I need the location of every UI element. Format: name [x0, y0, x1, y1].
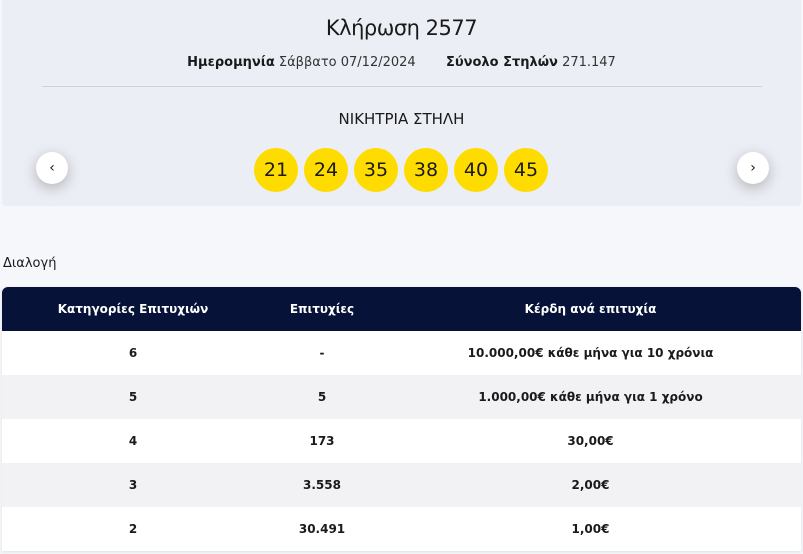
number-ball: 40 — [454, 148, 498, 192]
number-ball: 35 — [354, 148, 398, 192]
table-row: 2 30.491 1,00€ — [2, 507, 801, 551]
winners-cell: 30.491 — [298, 522, 346, 536]
winning-label: ΝΙΚΗΤΡΙΑ ΣΤΗΛΗ — [338, 110, 465, 128]
prize-cell: 1.000,00€ κάθε μήνα για 1 χρόνο — [478, 390, 703, 404]
winners-cell: 173 — [309, 434, 335, 448]
total-value: 271.147 — [562, 55, 616, 70]
table-row: 5 5 1.000,00€ κάθε μήνα για 1 χρόνο — [2, 375, 801, 419]
prize-table: Κατηγορίες Επιτυχιών Επιτυχίες Κέρδη ανά… — [2, 287, 801, 551]
next-draw-button[interactable]: › — [737, 152, 769, 184]
winners-cell: 3.558 — [303, 478, 341, 492]
winners-cell: - — [319, 346, 325, 360]
header-prize: Κέρδη ανά επιτυχία — [380, 287, 801, 331]
chevron-right-icon: › — [750, 160, 756, 176]
table-row: 6 - 10.000,00€ κάθε μήνα για 10 χρόνια — [2, 331, 801, 375]
number-ball: 45 — [504, 148, 548, 192]
draw-card: Κλήρωση 2577 Ημερομηνία Σάββατο 07/12/20… — [2, 0, 801, 206]
header-categories: Κατηγορίες Επιτυχιών — [2, 287, 264, 331]
category-cell: 6 — [128, 346, 138, 360]
header-winners: Επιτυχίες — [264, 287, 380, 331]
draw-title: Κλήρωση 2577 — [325, 16, 478, 40]
number-ball: 38 — [404, 148, 448, 192]
chevron-left-icon: ‹ — [49, 160, 55, 176]
table-row: 4 173 30,00€ — [2, 419, 801, 463]
prize-cell: 30,00€ — [567, 434, 614, 448]
prize-cell: 2,00€ — [571, 478, 610, 492]
category-cell: 5 — [128, 390, 138, 404]
winners-cell: 5 — [317, 390, 327, 404]
divider — [42, 86, 762, 87]
winning-numbers: 21 24 35 38 40 45 — [254, 148, 548, 192]
draw-meta: Ημερομηνία Σάββατο 07/12/2024 Σύνολο Στη… — [2, 55, 801, 70]
date-value: Σάββατο 07/12/2024 — [278, 55, 416, 70]
date-label: Ημερομηνία — [187, 55, 275, 70]
category-cell: 4 — [128, 434, 138, 448]
previous-draw-button[interactable]: ‹ — [36, 152, 68, 184]
selection-label: Διαλογή — [3, 256, 57, 271]
number-ball: 24 — [304, 148, 348, 192]
prize-cell: 10.000,00€ κάθε μήνα για 10 χρόνια — [467, 346, 714, 360]
table-row: 3 3.558 2,00€ — [2, 463, 801, 507]
prize-cell: 1,00€ — [571, 522, 610, 536]
number-ball: 21 — [254, 148, 298, 192]
category-cell: 3 — [128, 478, 138, 492]
total-label: Σύνολο Στηλών — [445, 55, 558, 70]
category-cell: 2 — [128, 522, 138, 536]
